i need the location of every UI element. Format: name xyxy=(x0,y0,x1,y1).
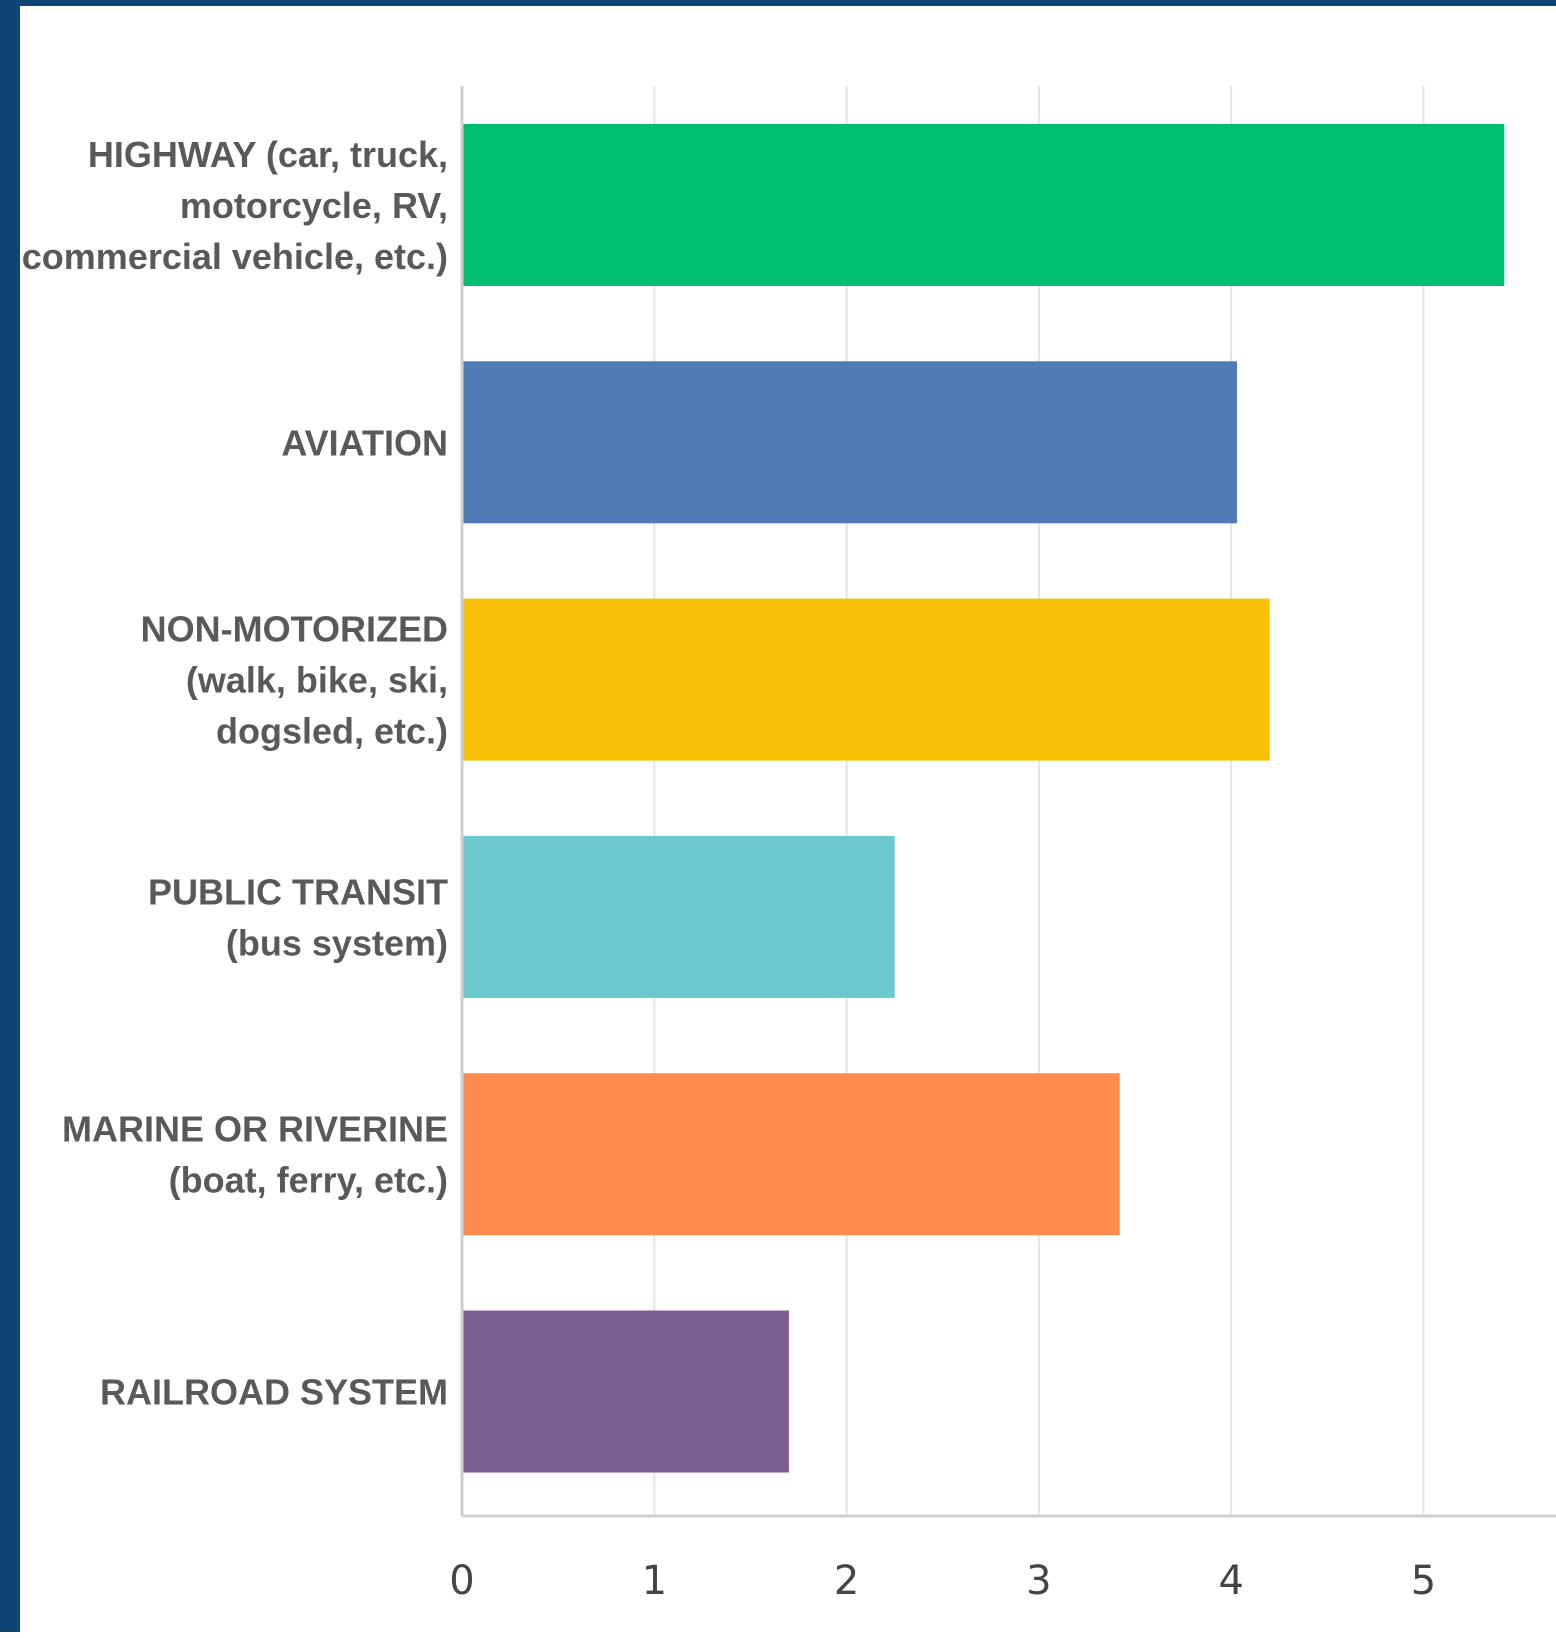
category-label: HIGHWAY (car, truck, motorcycle, RV, comme… xyxy=(22,134,448,277)
bar xyxy=(462,598,1270,761)
category-label-line: RAILROAD SYSTEM xyxy=(100,1372,448,1413)
bar xyxy=(462,1310,789,1473)
x-tick-label: 1 xyxy=(642,1558,667,1604)
category-label: RAILROAD SYSTEM xyxy=(100,1372,448,1413)
x-tick-label: 3 xyxy=(1026,1558,1051,1604)
category-label-line: MARINE OR RIVERINE xyxy=(62,1109,448,1150)
category-label-line: AVIATION xyxy=(281,422,448,463)
category-label: MARINE OR RIVERINE (boat, ferry, etc.) xyxy=(62,1109,448,1201)
category-label-line: HIGHWAY (car, truck, xyxy=(88,134,448,175)
x-tick-label: 0 xyxy=(449,1558,474,1604)
category-label-line: PUBLIC TRANSIT xyxy=(148,871,448,912)
x-tick-label: 5 xyxy=(1411,1558,1436,1604)
x-tick-label: 2 xyxy=(834,1558,859,1604)
bar xyxy=(462,1073,1120,1236)
bar-chart: 0 1 2 3 4 5 HIGHWAY (car, truck, motorcycle, RV… xyxy=(22,86,1556,1604)
category-label: NON-MOTORIZED (walk, bike, ski, dogsled, e… xyxy=(141,609,448,752)
bar xyxy=(462,835,895,998)
category-label-line: (boat, ferry, etc.) xyxy=(169,1160,448,1201)
bar xyxy=(462,124,1505,286)
bars xyxy=(462,124,1505,1473)
category-label-line: (walk, bike, ski, xyxy=(186,660,448,701)
category-label: AVIATION xyxy=(281,422,448,463)
category-label-line: NON-MOTORIZED xyxy=(141,609,448,650)
category-label-line: dogsled, etc.) xyxy=(216,711,448,752)
category-label-line: motorcycle, RV, xyxy=(180,185,448,226)
bar xyxy=(462,361,1237,524)
x-tick-label: 4 xyxy=(1218,1558,1243,1604)
category-label-line: commercial vehicle, etc.) xyxy=(22,236,448,277)
gridlines xyxy=(653,86,1425,1516)
category-label: PUBLIC TRANSIT (bus system) xyxy=(148,871,448,963)
category-label-line: (bus system) xyxy=(226,922,448,963)
